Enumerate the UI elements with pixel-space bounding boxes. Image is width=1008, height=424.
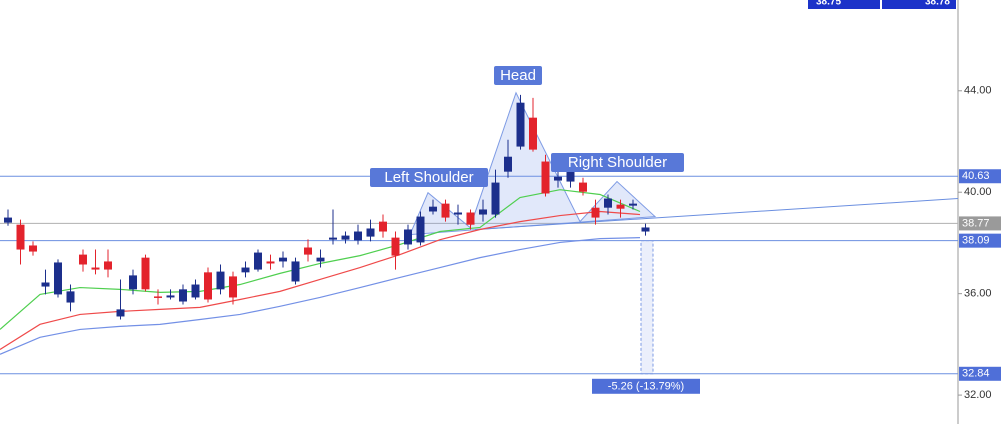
candle-body [141, 257, 150, 290]
measure-label-box [592, 378, 700, 394]
candle-body [566, 171, 575, 182]
moving-average [0, 237, 641, 355]
measure-label: -5.26 (-13.79%) [608, 381, 684, 393]
candle-body [479, 209, 487, 215]
candle-body [79, 254, 87, 265]
candle-body [229, 276, 237, 298]
candle-body [129, 275, 137, 290]
candle-body [216, 271, 225, 290]
candle-body [266, 261, 275, 264]
candle-body [429, 206, 437, 212]
pattern-label-box [551, 153, 684, 172]
candle-body [354, 231, 362, 241]
candle-body [254, 252, 262, 270]
candle-body [104, 261, 112, 270]
candle-body [4, 217, 12, 223]
candle-body [316, 257, 325, 262]
level-label: 38.09 [962, 235, 990, 247]
pattern-shape [409, 91, 657, 236]
candle-body [16, 224, 25, 250]
candle-body [241, 267, 250, 273]
candle-body [441, 203, 450, 218]
ask-button[interactable] [882, 0, 956, 9]
candle-body [29, 245, 37, 252]
last-price-box [959, 216, 1001, 231]
candle-body [516, 102, 525, 147]
candle-body [554, 176, 562, 181]
candle-body [541, 161, 550, 194]
candle-body [579, 182, 587, 192]
level-label-box [959, 233, 1001, 248]
candle-body [41, 282, 50, 287]
candle-body [591, 207, 600, 218]
candle-body [504, 156, 512, 172]
candle-body [616, 204, 625, 209]
bid-button[interactable] [808, 0, 880, 9]
pattern-label: Right Shoulder [568, 154, 667, 171]
pattern-label-box [494, 66, 542, 85]
candle-body [341, 235, 350, 240]
y-tick-label: 32.00 [964, 389, 992, 401]
candle-body [454, 212, 462, 215]
candle-body [304, 247, 312, 255]
candle-body [166, 295, 175, 298]
pattern-label: Head [500, 67, 536, 84]
bid-price[interactable]: 38.75 [816, 0, 841, 8]
pattern-label-box [370, 168, 488, 187]
candle-body [291, 261, 300, 282]
candle-body [66, 291, 75, 303]
ask-price[interactable]: 38.78 [925, 0, 950, 8]
level-label: 40.63 [962, 170, 990, 182]
moving-average [0, 210, 641, 350]
candle-body [629, 203, 637, 206]
candle-body [529, 117, 537, 150]
candle-body [204, 272, 212, 300]
candle-body [416, 216, 425, 243]
candle-body [279, 257, 287, 262]
y-tick-label: 44.00 [964, 85, 992, 97]
candle-body [466, 212, 475, 225]
y-tick-label: 36.00 [964, 288, 992, 300]
candle-body [54, 262, 62, 295]
level-label-box [959, 169, 1001, 184]
candle-body [404, 229, 412, 245]
candle-body [641, 227, 650, 232]
candle-body [366, 228, 375, 237]
level-label-box [959, 366, 1001, 381]
trend-line [474, 198, 959, 230]
candle-body [379, 221, 387, 232]
candle-body [604, 198, 612, 208]
y-tick-label: 40.00 [964, 186, 992, 198]
candle-body [154, 296, 162, 298]
last-price-label: 38.77 [962, 217, 990, 229]
pattern-label: Left Shoulder [384, 169, 473, 186]
measure-box [640, 240, 654, 375]
candle-body [191, 284, 200, 298]
candle-body [116, 309, 125, 317]
candle-body [91, 267, 100, 270]
candle-body [329, 237, 337, 240]
candle-body [491, 182, 500, 215]
candle-body [391, 237, 400, 256]
level-label: 32.84 [962, 368, 990, 380]
candle-body [179, 289, 187, 302]
